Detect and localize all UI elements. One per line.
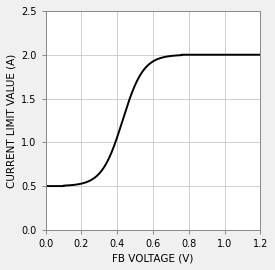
X-axis label: FB VOLTAGE (V): FB VOLTAGE (V) bbox=[112, 253, 194, 263]
Y-axis label: CURRENT LIMIT VALUE (A): CURRENT LIMIT VALUE (A) bbox=[7, 53, 17, 188]
